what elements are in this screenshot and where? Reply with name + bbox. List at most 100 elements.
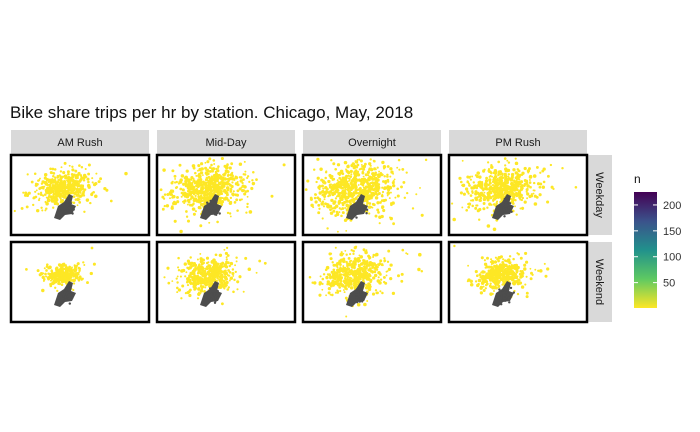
- station-point: [496, 258, 499, 261]
- station-point: [214, 267, 219, 271]
- station-point: [219, 272, 222, 276]
- station-point: [53, 274, 57, 278]
- station-point: [510, 183, 514, 187]
- station-point: [329, 257, 333, 261]
- station-point: [64, 296, 67, 299]
- station-point: [198, 267, 201, 270]
- station-point: [344, 287, 347, 290]
- station-point: [329, 293, 332, 296]
- station-point: [324, 268, 328, 272]
- station-point: [512, 168, 516, 172]
- station-point: [346, 180, 349, 183]
- station-point: [201, 184, 204, 187]
- station-point: [377, 263, 380, 266]
- station-point: [49, 171, 53, 175]
- station-point: [374, 183, 378, 187]
- station-point: [225, 256, 228, 259]
- station-point: [366, 299, 369, 303]
- station-point: [346, 276, 349, 280]
- station-point: [482, 285, 485, 288]
- station-point: [364, 173, 368, 177]
- station-point: [356, 205, 359, 208]
- station-point: [383, 186, 387, 191]
- station-point: [56, 289, 59, 293]
- station-point: [66, 209, 70, 212]
- station-point: [70, 279, 73, 282]
- station-point: [526, 169, 531, 173]
- station-point: [205, 187, 208, 190]
- station-point: [79, 191, 82, 194]
- station-point: [43, 267, 46, 270]
- station-point: [217, 189, 220, 192]
- station-point: [507, 161, 511, 164]
- station-point: [175, 180, 178, 184]
- station-point: [309, 197, 313, 201]
- station-point: [371, 195, 374, 198]
- station-point: [533, 181, 536, 185]
- station-point: [211, 177, 215, 182]
- legend-tick-label: 100: [663, 252, 681, 264]
- station-point: [378, 170, 381, 173]
- station-point: [270, 194, 274, 198]
- station-point: [484, 184, 488, 189]
- station-point: [210, 260, 214, 264]
- station-point: [343, 291, 346, 294]
- station-point: [378, 215, 382, 220]
- station-point: [504, 176, 508, 180]
- station-point: [178, 180, 182, 184]
- station-point: [514, 199, 517, 202]
- station-point: [310, 203, 314, 208]
- station-point: [62, 181, 67, 186]
- station-point: [36, 269, 40, 273]
- station-point: [508, 186, 512, 191]
- station-point: [206, 270, 211, 275]
- station-point: [179, 229, 183, 234]
- station-point: [338, 278, 342, 282]
- station-point: [363, 266, 366, 269]
- station-point: [487, 183, 490, 187]
- station-point: [62, 295, 65, 298]
- station-point: [52, 175, 55, 178]
- station-point: [344, 207, 347, 209]
- station-point: [189, 182, 193, 186]
- station-point: [85, 176, 88, 178]
- station-point: [204, 198, 209, 202]
- station-point: [226, 288, 230, 291]
- station-point: [489, 260, 492, 264]
- station-point: [184, 179, 188, 184]
- station-point: [488, 186, 491, 189]
- station-point: [318, 293, 322, 297]
- station-point: [220, 180, 224, 184]
- station-point: [488, 175, 491, 178]
- station-point: [319, 275, 322, 278]
- station-point: [356, 267, 360, 271]
- station-point: [163, 204, 166, 208]
- station-point: [327, 179, 331, 184]
- station-point: [520, 198, 524, 202]
- station-point: [176, 286, 179, 290]
- station-point: [498, 188, 503, 192]
- station-point: [323, 181, 327, 184]
- station-point: [326, 202, 328, 205]
- station-point: [321, 184, 324, 188]
- station-point: [180, 297, 183, 300]
- station-point: [78, 267, 81, 271]
- station-point: [215, 292, 218, 295]
- station-point: [187, 200, 191, 204]
- station-point: [411, 207, 415, 210]
- station-point: [204, 286, 207, 289]
- station-point: [493, 169, 498, 173]
- station-point: [181, 188, 185, 192]
- station-point: [383, 280, 386, 284]
- station-point: [330, 293, 334, 297]
- station-point: [491, 175, 494, 178]
- station-point: [336, 179, 339, 182]
- station-point: [223, 276, 226, 278]
- facet-column-label: AM Rush: [57, 137, 102, 149]
- station-point: [193, 182, 197, 185]
- panel-frame: [155, 240, 297, 324]
- station-point: [338, 269, 342, 273]
- station-point: [351, 162, 355, 166]
- station-point: [483, 259, 486, 262]
- station-point: [362, 188, 366, 192]
